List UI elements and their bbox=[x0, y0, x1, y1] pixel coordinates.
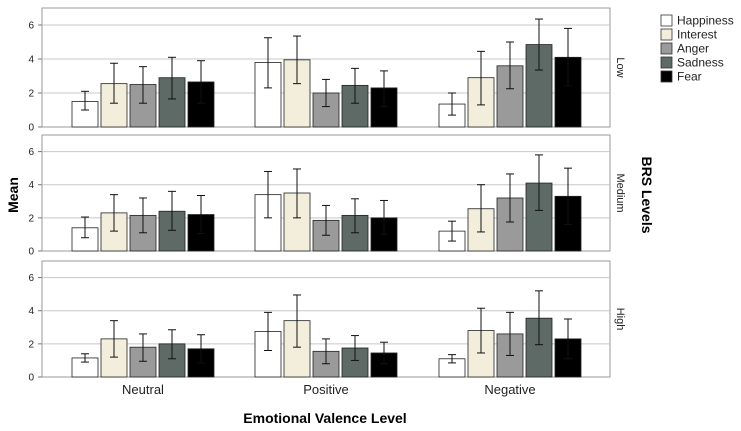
panel-low: 0 2 4 6 Low bbox=[28, 7, 626, 134]
y-tick-label: 4 bbox=[28, 180, 34, 191]
panel-label: Medium bbox=[614, 173, 626, 212]
error-bar bbox=[535, 18, 543, 71]
legend-label-happiness: Happiness bbox=[677, 14, 734, 28]
legend-label-anger: Anger bbox=[677, 42, 709, 56]
error-bar bbox=[351, 198, 359, 234]
y-tick-label: 0 bbox=[28, 373, 34, 384]
error-bar bbox=[477, 50, 485, 106]
error-bar bbox=[322, 78, 330, 108]
error-bar bbox=[448, 354, 456, 364]
error-bar bbox=[380, 199, 388, 235]
error-bar bbox=[81, 90, 89, 111]
y-tick-label: 4 bbox=[28, 55, 34, 66]
error-bar bbox=[535, 290, 543, 346]
facet-title: BRS Levels bbox=[639, 156, 655, 233]
bar-happiness-positive bbox=[254, 62, 282, 128]
legend-swatch-sadness bbox=[660, 56, 673, 69]
error-bar bbox=[477, 307, 485, 354]
x-axis-title: Emotional Valence Level bbox=[243, 410, 406, 426]
panel-label: High bbox=[614, 308, 626, 331]
error-bar bbox=[506, 41, 514, 90]
error-bar bbox=[197, 194, 205, 235]
error-bar bbox=[110, 194, 118, 232]
error-bar bbox=[564, 167, 572, 225]
y-tick-label: 6 bbox=[28, 147, 34, 158]
panel-high: 0 2 4 6 High bbox=[28, 260, 626, 384]
legend-swatch-happiness bbox=[660, 14, 673, 27]
error-bar bbox=[322, 338, 330, 365]
error-bar bbox=[139, 197, 147, 234]
error-bar bbox=[448, 92, 456, 116]
panel-medium: 0 2 4 6 Medium bbox=[28, 134, 626, 258]
y-axis-title: Mean bbox=[5, 177, 21, 213]
y-tick-label: 6 bbox=[28, 273, 34, 284]
error-bar bbox=[168, 190, 176, 231]
error-bar bbox=[110, 62, 118, 104]
legend-label-interest: Interest bbox=[677, 28, 718, 42]
error-bar bbox=[293, 35, 301, 85]
legend-label-fear: Fear bbox=[677, 70, 702, 84]
error-bar bbox=[139, 333, 147, 362]
y-tick-label: 2 bbox=[28, 339, 34, 350]
error-bar bbox=[564, 318, 572, 360]
error-bar bbox=[81, 216, 89, 239]
error-bar bbox=[293, 168, 301, 219]
error-bar bbox=[564, 27, 572, 86]
error-bar bbox=[535, 154, 543, 211]
error-bar bbox=[81, 353, 89, 363]
error-bar bbox=[139, 66, 147, 104]
error-bar bbox=[168, 56, 176, 100]
error-bar bbox=[448, 220, 456, 242]
legend-label-sadness: Sadness bbox=[677, 56, 724, 70]
error-bar bbox=[351, 335, 359, 361]
x-tick-label-negative: Negative bbox=[484, 382, 535, 397]
panel-label: Low bbox=[614, 57, 626, 77]
x-tick-label-positive: Positive bbox=[303, 382, 349, 397]
y-tick-label: 6 bbox=[28, 21, 34, 32]
error-bar bbox=[477, 184, 485, 233]
bar-interest-positive bbox=[283, 192, 311, 252]
legend-swatch-anger bbox=[660, 42, 673, 55]
bar-anger-neutral bbox=[129, 84, 157, 128]
y-tick-label: 4 bbox=[28, 306, 34, 317]
error-bar bbox=[264, 170, 272, 219]
y-tick-label: 2 bbox=[28, 213, 34, 224]
error-bar bbox=[506, 311, 514, 356]
error-bar bbox=[168, 329, 176, 360]
y-tick-label: 0 bbox=[28, 247, 34, 258]
x-tick-label-neutral: Neutral bbox=[122, 382, 164, 397]
error-bar bbox=[506, 173, 514, 223]
y-tick-label: 2 bbox=[28, 89, 34, 100]
legend-swatch-fear bbox=[660, 70, 673, 83]
error-bar bbox=[380, 341, 388, 365]
error-bar bbox=[110, 320, 118, 358]
y-tick-label: 0 bbox=[28, 123, 34, 134]
error-bar bbox=[351, 67, 359, 104]
error-bar bbox=[322, 204, 330, 236]
error-bar bbox=[197, 60, 205, 104]
error-bar bbox=[264, 311, 272, 351]
legend-swatch-interest bbox=[660, 28, 673, 41]
panels-layer: 0 2 4 6 Low 0 2 4 6 Medium 0 2 4 6 High Neutral Positive… bbox=[28, 7, 626, 397]
labels-layer: Mean Emotional Valence Level BRS Levels bbox=[5, 156, 655, 426]
error-bar bbox=[380, 70, 388, 108]
error-bar bbox=[197, 334, 205, 364]
error-bar bbox=[293, 294, 301, 348]
error-bar bbox=[264, 37, 272, 89]
